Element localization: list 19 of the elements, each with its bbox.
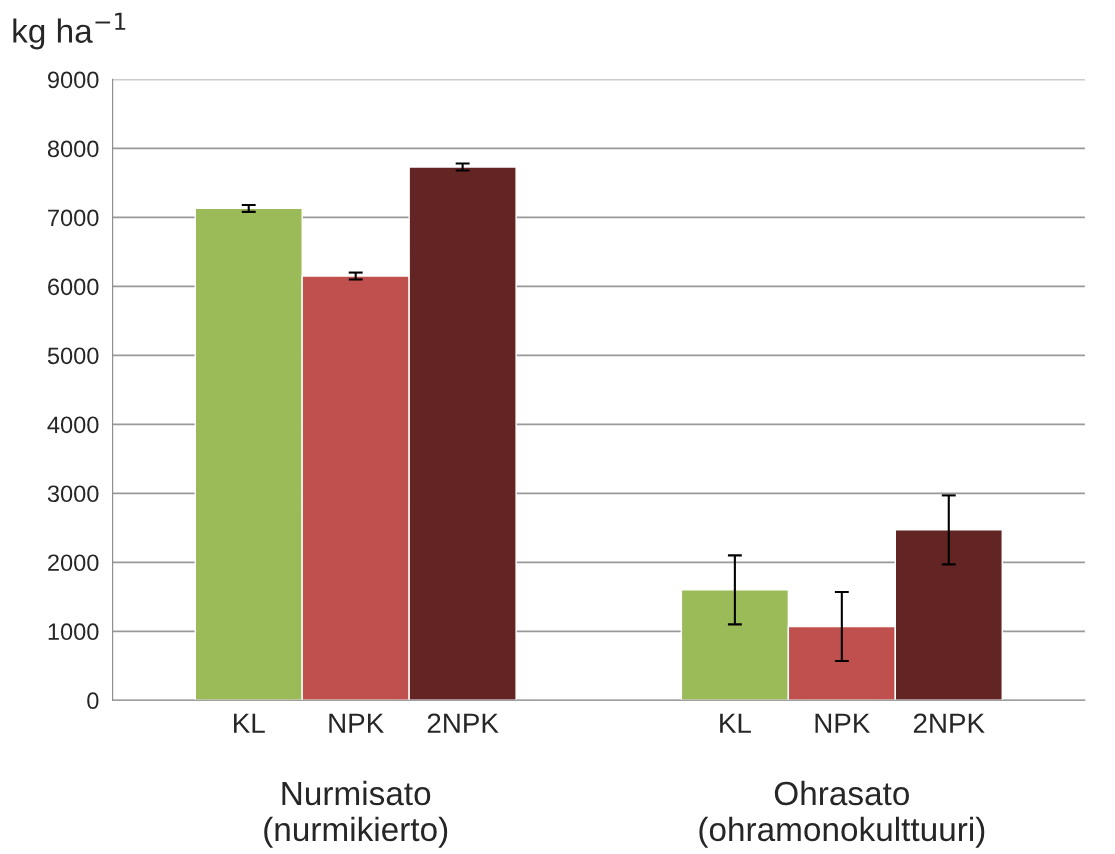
y-tick-label: 0 bbox=[87, 692, 99, 710]
text: NPK bbox=[815, 713, 871, 733]
y-tick-label: 3000 bbox=[47, 485, 99, 503]
series-label: NPK bbox=[329, 713, 384, 733]
y-tick-label: 7000 bbox=[48, 209, 99, 227]
series-label: 2NPK bbox=[427, 713, 499, 733]
x-tick-label: Ohrasato (ohramonokulttuuri) bbox=[699, 780, 985, 848]
x-tick-label: Nurmisato (nurmikierto) bbox=[264, 780, 448, 848]
y-tick-label: 6000 bbox=[48, 278, 99, 296]
series-label: KL bbox=[234, 713, 265, 733]
text: 2NPK bbox=[913, 713, 985, 733]
y-tick-label: 1000 bbox=[48, 623, 99, 641]
y-tick-label: 2000 bbox=[48, 554, 99, 572]
y-tick-label: 9000 bbox=[48, 71, 99, 89]
y-tick-label: 5000 bbox=[47, 347, 99, 365]
y-tick-label: 8000 bbox=[47, 140, 99, 158]
y-tick-label: 4000 bbox=[47, 416, 99, 434]
y-axis-title: kg ha$^{−1}$ bbox=[13, 12, 126, 50]
text: KL bbox=[720, 713, 751, 733]
